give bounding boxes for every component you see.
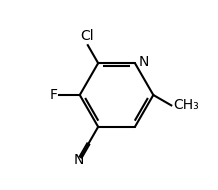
Text: CH₃: CH₃ (173, 98, 199, 112)
Text: F: F (49, 88, 57, 102)
Text: N: N (139, 55, 149, 69)
Text: N: N (74, 153, 84, 167)
Text: Cl: Cl (80, 29, 94, 43)
